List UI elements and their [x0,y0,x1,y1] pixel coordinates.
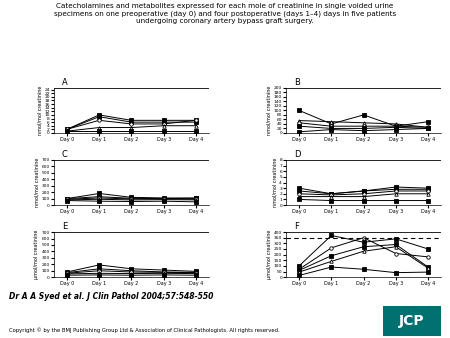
Text: A: A [62,78,68,87]
Text: B: B [294,78,300,87]
Text: Copyright © by the BMJ Publishing Group Ltd & Association of Clinical Pathologis: Copyright © by the BMJ Publishing Group … [9,328,279,334]
Text: E: E [62,222,67,231]
Y-axis label: nmol/mol creatinine: nmol/mol creatinine [34,158,40,207]
Y-axis label: nmol/mol creatinine: nmol/mol creatinine [37,86,42,135]
Text: D: D [294,150,301,159]
Y-axis label: μmol/mol creatinine: μmol/mol creatinine [34,230,40,279]
Text: C: C [62,150,68,159]
Text: JCP: JCP [399,314,424,328]
Text: Catecholamines and metabolites expressed for each mole of creatinine in single v: Catecholamines and metabolites expressed… [54,3,396,24]
Text: F: F [294,222,299,231]
Y-axis label: μmol/mol creatinine: μmol/mol creatinine [266,230,271,279]
Y-axis label: nmol/mol creatinine: nmol/mol creatinine [272,158,277,207]
Text: Dr A A Syed et al. J Clin Pathol 2004;57:548-550: Dr A A Syed et al. J Clin Pathol 2004;57… [9,292,213,301]
Y-axis label: nmol/mol creatinine: nmol/mol creatinine [267,86,272,135]
